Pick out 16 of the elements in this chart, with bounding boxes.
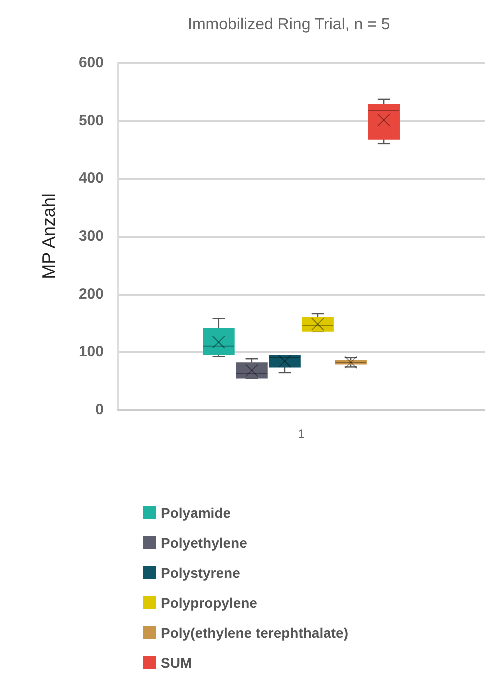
legend-label: Polystyrene xyxy=(161,565,241,581)
y-tick-label: 200 xyxy=(78,286,104,303)
y-tick-label: 300 xyxy=(78,228,104,245)
legend-label: Poly(ethylene terephthalate) xyxy=(161,625,348,641)
legend-label: SUM xyxy=(161,655,192,671)
y-tick-label: 0 xyxy=(96,402,104,418)
y-tick-label: 100 xyxy=(78,344,104,361)
y-tick-label: 500 xyxy=(78,112,104,130)
legend-label: Polyethylene xyxy=(161,535,248,551)
x-tick-label: 1 xyxy=(298,427,306,441)
y-tick-label: 600 xyxy=(78,54,104,72)
legend-label: Polyamide xyxy=(161,505,232,521)
y-tick-label: 400 xyxy=(78,170,104,188)
legend-label: Polypropylene xyxy=(161,595,258,611)
y-axis-title: MP Anzahl xyxy=(39,194,59,280)
chart-title: Immobilized Ring Trial, n = 5 xyxy=(188,16,390,34)
